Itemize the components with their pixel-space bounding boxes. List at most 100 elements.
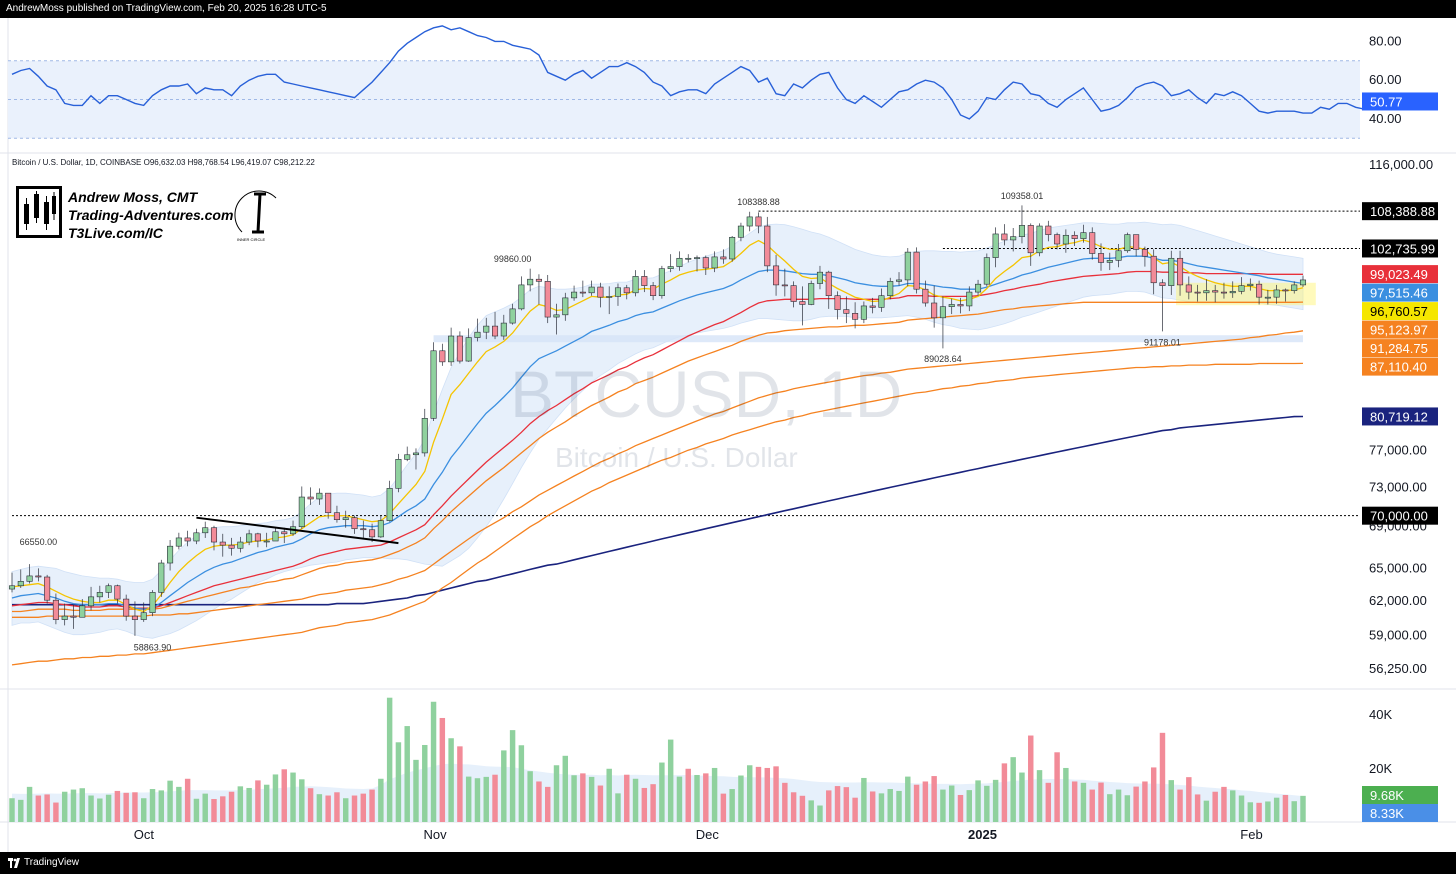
candle	[1212, 290, 1219, 293]
candle	[342, 517, 349, 520]
volume-bar	[114, 790, 121, 822]
candle	[1010, 236, 1017, 241]
candle	[219, 541, 226, 546]
candle	[369, 529, 376, 538]
price-label: 91,284.75	[1370, 341, 1428, 356]
volume-bar	[571, 775, 577, 822]
candle	[1062, 234, 1069, 245]
volume-label-bg	[1362, 786, 1438, 804]
candle	[44, 576, 51, 601]
candle	[439, 350, 446, 363]
candle	[869, 305, 876, 308]
volume-bar	[465, 776, 472, 822]
candle	[88, 596, 95, 607]
volume-bar	[905, 776, 911, 822]
volume-bar	[527, 771, 533, 822]
volume-bar	[386, 697, 393, 822]
volume-bar	[422, 744, 428, 822]
volume-last-label: 8.33K	[1370, 806, 1404, 821]
price-tick-label: 73,000.00	[1369, 479, 1427, 494]
candle	[667, 266, 674, 269]
volume-bar	[931, 776, 937, 822]
volume-bar	[852, 797, 858, 822]
candle	[1273, 289, 1280, 298]
candle	[1150, 255, 1157, 284]
volume-bar	[132, 792, 138, 822]
volume-bar	[562, 755, 569, 822]
watermark-name: Bitcoin / U.S. Dollar	[555, 442, 798, 473]
candle	[553, 314, 560, 318]
volume-bar	[940, 789, 946, 822]
price-tick-label: 59,000.00	[1369, 628, 1427, 643]
volume-bar	[378, 778, 384, 822]
volume-bar	[211, 799, 217, 822]
volume-bar	[61, 791, 68, 822]
rsi-last-label: 50.77	[1370, 94, 1403, 109]
volume-bar	[395, 742, 402, 822]
price-tick-label: 56,250.00	[1369, 661, 1427, 676]
volume-bar	[35, 795, 42, 822]
volume-bar	[334, 792, 340, 822]
volume-bar	[544, 786, 551, 822]
price-label-bg	[1362, 202, 1438, 221]
volume-bar	[764, 767, 771, 822]
volume-bar	[1045, 782, 1052, 822]
brand-name: Andrew Moss, CMT	[68, 189, 198, 205]
volume-bar	[176, 786, 182, 822]
candle	[720, 256, 727, 260]
sma-orange-3-line	[11, 362, 1304, 666]
volume-bar	[650, 784, 656, 822]
candle	[571, 291, 578, 299]
candle	[333, 512, 340, 520]
volume-bar	[720, 793, 727, 822]
footer-bar: TradingView	[0, 852, 1456, 874]
volume-bar	[632, 778, 639, 822]
candle	[307, 496, 314, 500]
volume-bar	[975, 780, 981, 822]
rsi-last-bg	[1362, 92, 1438, 111]
price-tick-label: 65,000.00	[1369, 560, 1427, 575]
candle	[650, 285, 657, 297]
volume-bar	[1010, 757, 1016, 822]
price-label-bg	[1362, 302, 1438, 321]
candle	[1159, 282, 1166, 286]
candle	[228, 544, 235, 549]
ema-orange-line	[12, 301, 1304, 613]
candle	[210, 527, 218, 543]
volume-bar	[861, 777, 867, 822]
candle	[175, 537, 182, 547]
candle	[184, 537, 191, 542]
volume-bar	[448, 738, 454, 822]
candle	[983, 257, 990, 285]
candle	[1256, 283, 1263, 298]
candle	[939, 306, 946, 319]
inner-circle-logo-text: INNER CIRCLE	[237, 237, 266, 242]
volume-bar	[685, 768, 691, 822]
candle	[456, 335, 463, 362]
price-annotation: 66550.00	[20, 537, 58, 547]
candle	[1203, 290, 1210, 294]
volume-bar	[1159, 732, 1166, 822]
price-label: 80,719.12	[1370, 409, 1428, 424]
candle	[1220, 291, 1227, 294]
candle	[131, 615, 138, 620]
candle	[904, 251, 911, 281]
candle	[632, 276, 639, 294]
volume-bar	[799, 795, 806, 822]
volume-bar	[1071, 781, 1078, 822]
price-label: 108,388.88	[1370, 204, 1435, 219]
candle	[412, 452, 420, 456]
candle	[957, 304, 964, 307]
volume-bar	[773, 766, 779, 822]
price-label-bg	[1362, 283, 1438, 302]
volume-bar	[220, 796, 226, 822]
rsi-tick-label: 80.00	[1369, 33, 1402, 48]
candle	[931, 302, 938, 319]
volume-bar	[1194, 794, 1201, 822]
candle	[1133, 234, 1140, 250]
volume-bar	[597, 785, 604, 822]
volume-bar	[325, 795, 331, 822]
candle	[746, 216, 753, 227]
candle	[623, 287, 630, 294]
